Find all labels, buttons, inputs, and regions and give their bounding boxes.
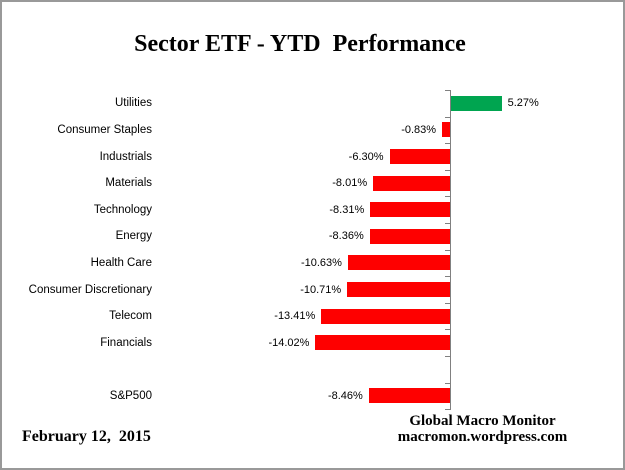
category-label: Consumer Staples bbox=[57, 123, 152, 136]
category-label: Industrials bbox=[99, 150, 152, 163]
value-label: -6.30% bbox=[348, 150, 384, 163]
axis-tick bbox=[445, 276, 450, 278]
category-label: Utilities bbox=[114, 97, 152, 110]
value-label: -0.83% bbox=[401, 123, 437, 136]
axis-tick bbox=[445, 302, 450, 304]
axis-tick bbox=[445, 196, 450, 198]
chart-bar bbox=[370, 202, 450, 218]
value-label: -14.02% bbox=[268, 336, 310, 349]
value-label: -10.63% bbox=[300, 256, 342, 269]
source-name: Global Macro Monitor bbox=[409, 413, 556, 429]
axis-tick bbox=[445, 143, 450, 145]
chart-bar bbox=[442, 122, 450, 138]
source-url: macromon.wordpress.com bbox=[397, 428, 568, 445]
axis-tick bbox=[445, 382, 450, 384]
axis-tick bbox=[445, 409, 450, 411]
value-label: 5.27% bbox=[507, 97, 539, 110]
category-label: Health Care bbox=[90, 256, 152, 269]
value-label: -8.46% bbox=[327, 389, 363, 402]
axis-tick bbox=[445, 329, 450, 331]
chart-title: Sector ETF - YTD Performance bbox=[134, 31, 466, 57]
chart-bar bbox=[451, 95, 502, 111]
category-label: Materials bbox=[105, 177, 152, 190]
axis-line bbox=[450, 90, 451, 411]
chart-bar bbox=[389, 149, 450, 164]
axis-tick bbox=[445, 356, 450, 357]
chart-bar bbox=[368, 388, 450, 404]
axis-tick bbox=[445, 90, 450, 91]
value-label: -13.41% bbox=[274, 310, 316, 323]
bar-chart: Utilities 5.27% Consumer Staples -0.83% Indu… bbox=[2, 90, 623, 412]
chart-bar bbox=[347, 255, 450, 271]
chart-bar bbox=[315, 335, 450, 351]
category-label: Telecom bbox=[109, 310, 152, 323]
value-label: -8.01% bbox=[332, 177, 368, 190]
footer-date: February 12, 2015 bbox=[22, 428, 151, 445]
chart-bar bbox=[321, 308, 450, 324]
axis-tick bbox=[445, 169, 450, 171]
category-label: Consumer Discretionary bbox=[28, 283, 152, 296]
source-block: Global Macro Monitor macromon.wordpress.… bbox=[372, 413, 593, 445]
chart-bar bbox=[347, 282, 450, 297]
chart-bar bbox=[373, 175, 450, 191]
axis-tick bbox=[445, 223, 450, 224]
axis-tick bbox=[445, 116, 450, 118]
category-label: Energy bbox=[115, 230, 152, 243]
chart-bar bbox=[369, 228, 450, 244]
value-label: -8.31% bbox=[329, 203, 365, 216]
axis-tick bbox=[445, 249, 450, 251]
category-label: Financials bbox=[100, 336, 152, 349]
value-label: -10.71% bbox=[300, 283, 342, 296]
category-label: Technology bbox=[93, 203, 152, 216]
category-label: S&P500 bbox=[109, 389, 152, 402]
value-label: -8.36% bbox=[328, 230, 364, 243]
